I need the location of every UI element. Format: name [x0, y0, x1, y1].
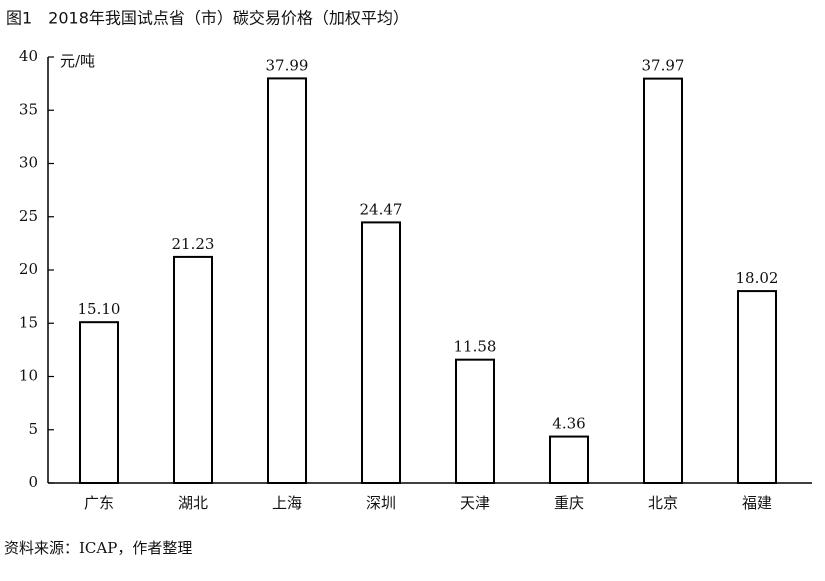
- y-tick-label: 30: [19, 154, 38, 172]
- x-tick-label: 深圳: [366, 494, 396, 512]
- value-label: 24.47: [360, 200, 403, 218]
- value-label: 21.23: [172, 235, 215, 253]
- bar: [173, 255, 213, 485]
- x-tick-label: 上海: [272, 494, 302, 512]
- bar: [549, 435, 589, 485]
- x-tick-label: 湖北: [178, 494, 208, 512]
- value-label: 37.99: [266, 56, 309, 74]
- value-label: 18.02: [736, 269, 779, 287]
- x-tick-label: 福建: [742, 494, 772, 512]
- x-tick-label: 北京: [648, 494, 678, 512]
- y-tick-label: 25: [19, 207, 38, 225]
- value-label: 11.58: [454, 338, 497, 356]
- y-tick-label: 5: [28, 420, 38, 438]
- bar: [267, 77, 307, 485]
- x-tick-label: 天津: [460, 494, 490, 512]
- y-tick-label: 20: [19, 260, 38, 278]
- bar: [455, 358, 495, 485]
- y-tick-label: 15: [19, 313, 38, 331]
- y-tick-label: 10: [19, 367, 38, 385]
- value-label: 4.36: [552, 415, 585, 433]
- value-label: 15.10: [78, 300, 121, 318]
- y-tick-label: 40: [19, 47, 38, 65]
- bar: [643, 77, 683, 484]
- y-axis-label: 元/吨: [60, 52, 95, 70]
- x-tick-label: 重庆: [554, 494, 584, 512]
- y-tick-label: 35: [19, 100, 38, 118]
- x-tick-label: 广东: [84, 494, 114, 512]
- bar: [737, 290, 777, 484]
- y-tick-label: 0: [28, 473, 38, 491]
- bar: [79, 321, 119, 484]
- source-note: 资料来源：ICAP，作者整理: [4, 539, 192, 557]
- value-label: 37.97: [642, 57, 685, 75]
- chart-title: 图1 2018年我国试点省（市）碳交易价格（加权平均）: [6, 9, 409, 28]
- bar: [361, 221, 401, 484]
